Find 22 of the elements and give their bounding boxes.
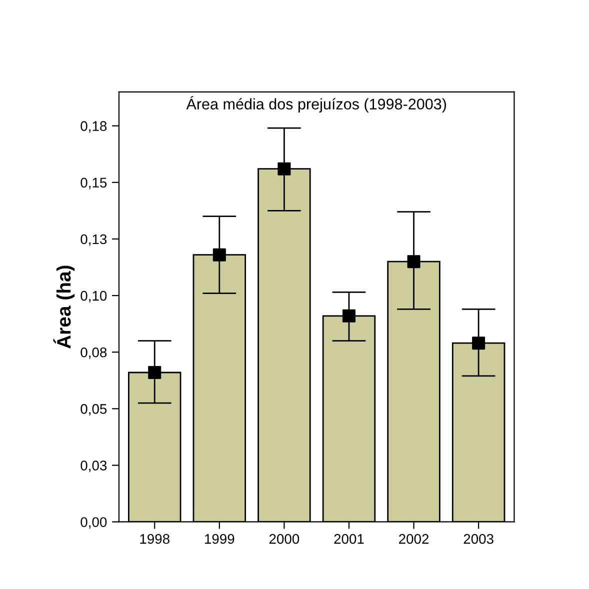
- point: [342, 309, 356, 322]
- x-tick-label: 2002: [399, 534, 429, 544]
- y-tick-label: 0,08: [80, 347, 107, 359]
- point: [407, 255, 420, 268]
- x-tick-label: 2001: [334, 534, 364, 544]
- point: [148, 366, 162, 379]
- x-tick-label: 1998: [140, 534, 170, 544]
- y-tick-label: 0,18: [80, 121, 107, 133]
- x-tick-label: 1999: [205, 534, 234, 544]
- chart-title: Área média dos prejuízos (1998-2003): [186, 96, 446, 113]
- y-tick-label: 0,03: [80, 460, 107, 472]
- y-tick-label: 0,10: [80, 290, 107, 302]
- x-tick-label: 2000: [269, 534, 300, 544]
- point: [472, 336, 486, 350]
- y-tick-label: 0,13: [80, 234, 107, 246]
- point: [278, 162, 291, 176]
- y-tick-label: 0,00: [80, 517, 107, 529]
- point: [212, 248, 226, 262]
- x-tick-label: 2003: [464, 534, 494, 544]
- y-axis-title: Área (ha): [53, 266, 75, 349]
- y-tick-label: 0,05: [80, 404, 107, 416]
- y-tick-label: 0,15: [80, 178, 107, 190]
